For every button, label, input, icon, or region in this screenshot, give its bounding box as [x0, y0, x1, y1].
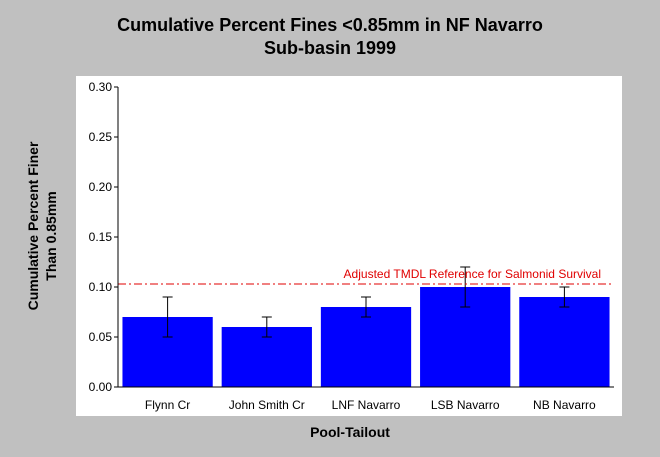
x-tick-label: LNF Navarro — [332, 398, 401, 412]
x-tick-label: NB Navarro — [533, 398, 596, 412]
y-tick-label: 0.10 — [89, 280, 113, 294]
chart-title-line-2: Sub-basin 1999 — [263, 38, 397, 58]
chart-title-line-1: Cumulative Percent Fines <0.85mm in NF N… — [117, 15, 543, 35]
y-axis-title-line-2: Than 0.85mm — [43, 191, 59, 280]
y-tick-label: 0.00 — [89, 380, 113, 394]
y-tick-label: 0.25 — [89, 130, 113, 144]
bar-lnf-navarro — [320, 307, 412, 387]
y-tick-label: 0.15 — [89, 230, 113, 244]
bar-nb-navarro — [519, 297, 610, 387]
y-tick-label: 0.05 — [89, 330, 113, 344]
reference-group: Adjusted TMDL Reference for Salmonid Sur… — [118, 267, 614, 285]
chart-title: Cumulative Percent Fines <0.85mm in NF N… — [0, 14, 660, 60]
x-tick-label: Flynn Cr — [145, 398, 190, 412]
error-bars-group — [162, 266, 570, 338]
y-tick-label: 0.20 — [89, 180, 113, 194]
y-axis-title-line-1: Cumulative Percent Finer — [25, 141, 41, 310]
axes-group: Flynn Cr John Smith Cr LNF Navarro LSB Nava… — [89, 80, 614, 412]
x-axis-title: Pool-Tailout — [310, 424, 390, 440]
reference-label: Adjusted TMDL Reference for Salmonid Sur… — [344, 267, 601, 281]
y-tick-label: 0.30 — [89, 80, 113, 94]
x-tick-label: John Smith Cr — [229, 398, 305, 412]
x-tick-label: LSB Navarro — [431, 398, 500, 412]
